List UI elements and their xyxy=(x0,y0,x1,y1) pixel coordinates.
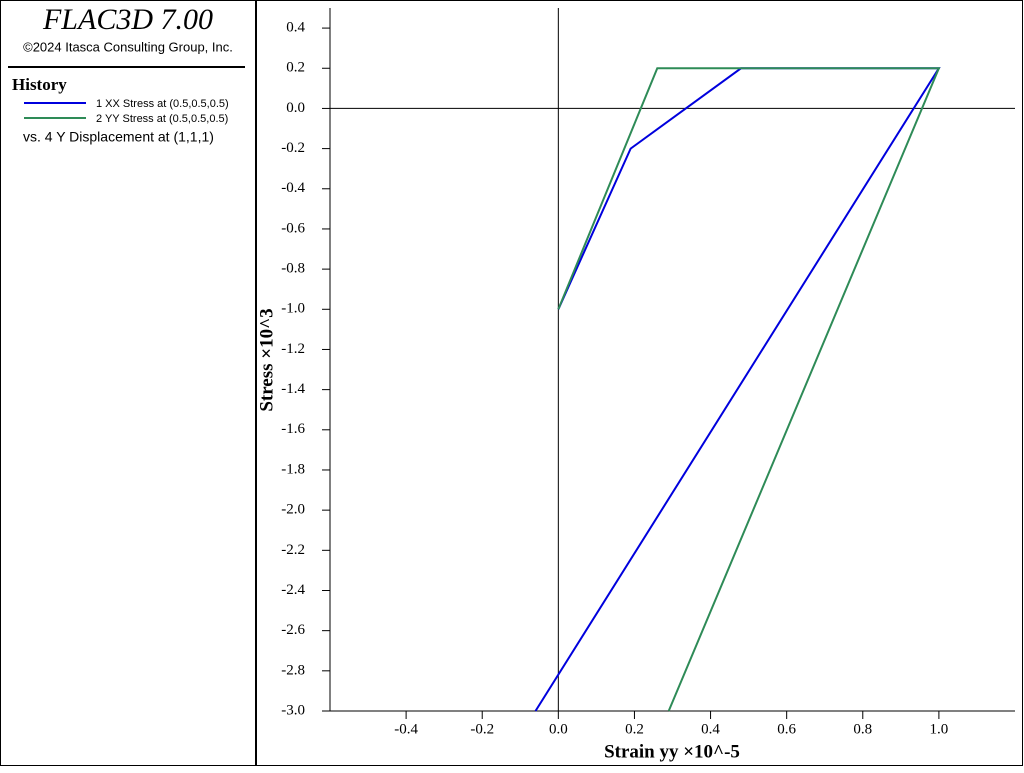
x-axis-label: Strain yy ×10^-5 xyxy=(604,741,740,762)
y-tick-label: -1.8 xyxy=(281,461,305,477)
legend-title: History xyxy=(12,75,67,94)
app-title: FLAC3D 7.00 xyxy=(42,3,213,36)
y-tick-label: -0.8 xyxy=(281,261,305,277)
copyright: ©2024 Itasca Consulting Group, Inc. xyxy=(23,39,233,54)
y-tick-label: -1.0 xyxy=(281,301,305,317)
x-tick-label: 0.4 xyxy=(701,721,720,737)
y-tick-label: -3.0 xyxy=(281,702,305,718)
y-tick-label: 0.0 xyxy=(286,100,305,116)
y-axis-label: Stress ×10^3 xyxy=(256,308,277,411)
x-tick-label: 0.2 xyxy=(625,721,644,737)
y-tick-label: -2.8 xyxy=(281,662,305,678)
legend-note: vs. 4 Y Displacement at (1,1,1) xyxy=(23,129,214,145)
y-tick-label: -2.4 xyxy=(281,582,305,598)
legend-label: 2 YY Stress at (0.5,0.5,0.5) xyxy=(96,113,228,125)
y-tick-label: -0.4 xyxy=(281,180,305,196)
x-tick-label: 0.0 xyxy=(549,721,568,737)
y-tick-label: 0.2 xyxy=(286,60,305,76)
y-tick-label: -1.4 xyxy=(281,381,305,397)
x-tick-label: 1.0 xyxy=(930,721,949,737)
y-tick-label: -1.2 xyxy=(281,341,305,357)
series-line xyxy=(534,67,941,712)
legend-label: 1 XX Stress at (0.5,0.5,0.5) xyxy=(96,98,229,110)
x-tick-label: -0.2 xyxy=(470,721,494,737)
y-tick-label: -2.6 xyxy=(281,622,305,638)
series-line xyxy=(557,67,941,712)
y-tick-label: -1.6 xyxy=(281,421,305,437)
y-tick-label: 0.4 xyxy=(286,20,305,36)
y-tick-label: -0.2 xyxy=(281,140,305,156)
y-tick-label: -2.0 xyxy=(281,502,305,518)
x-tick-label: -0.4 xyxy=(394,721,418,737)
y-tick-label: -2.2 xyxy=(281,542,305,558)
y-tick-label: -0.6 xyxy=(281,220,305,236)
x-tick-label: 0.8 xyxy=(853,721,872,737)
x-tick-label: 0.6 xyxy=(777,721,796,737)
